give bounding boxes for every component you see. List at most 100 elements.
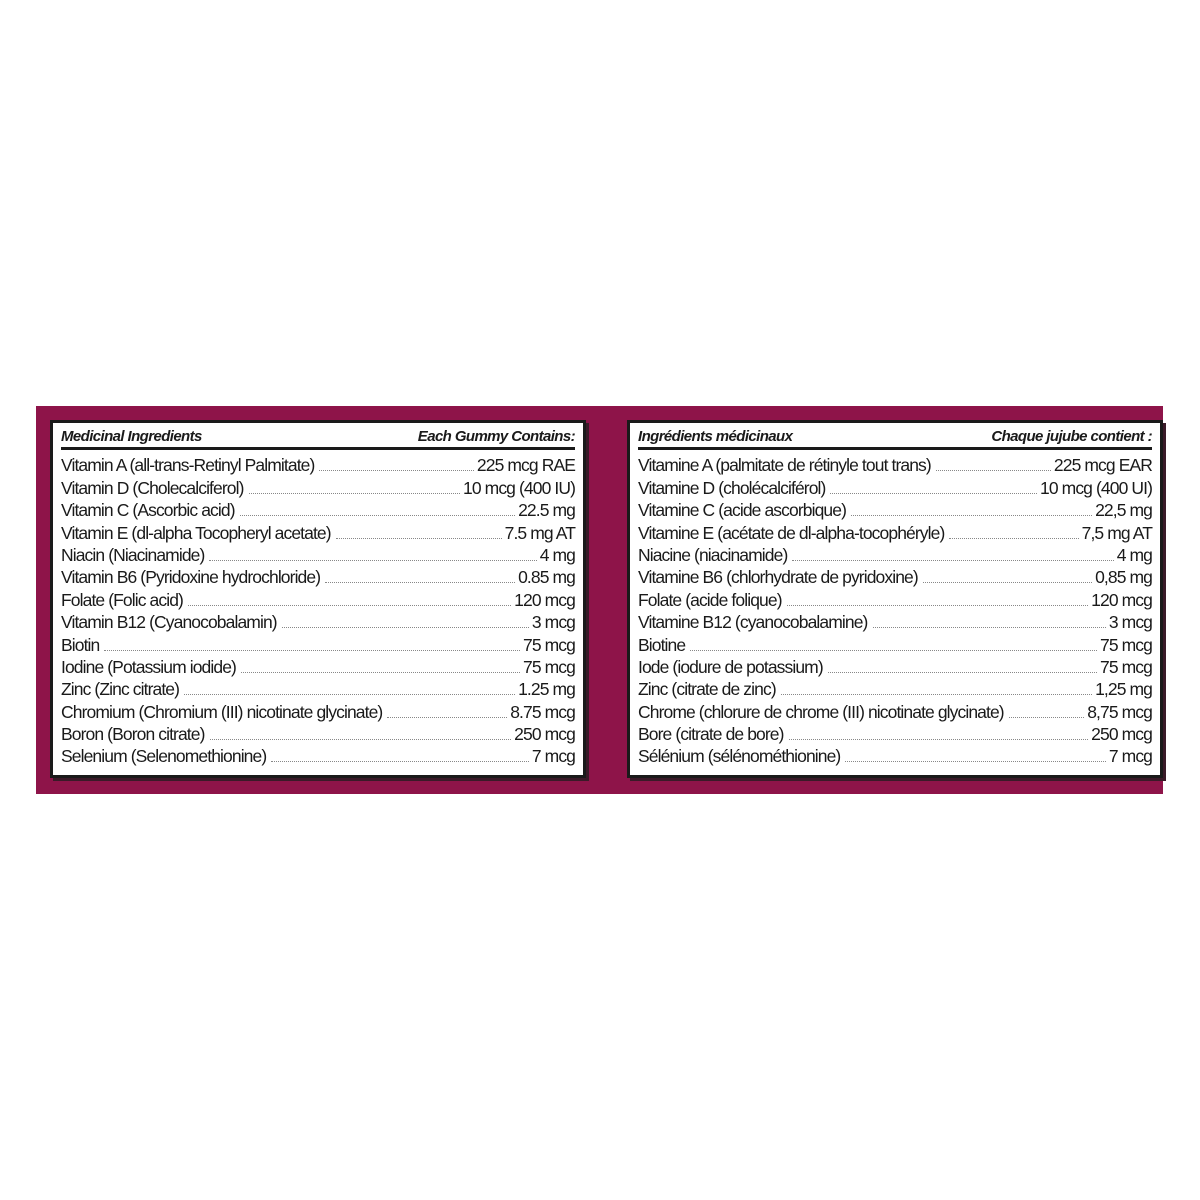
dotted-leader [1008,716,1085,718]
ingredient-amount: 250 mcg [514,724,576,745]
english-header-right: Each Gummy Contains: [417,428,576,445]
ingredient-amount: 75 mcg [523,634,576,655]
ingredient-row: Iode (iodure de potassium) 75 mcg [638,656,1153,678]
dotted-leader [248,492,461,494]
ingredient-amount: 75 mcg [1100,634,1153,655]
ingredient-amount: 225 mcg RAE [476,455,576,476]
ingredient-row: Vitamine B6 (chlorhydrate de pyridoxine)… [638,566,1153,588]
ingredient-amount: 0,85 mg [1095,567,1153,588]
ingredient-name: Iodine (Potassium iodide) [61,656,237,677]
ingredient-name: Selenium (Selenomethionine) [61,746,267,767]
ingredient-row: Niacin (Niacinamide) 4 mg [61,544,576,566]
dotted-leader [184,694,516,696]
ingredient-row: Iodine (Potassium iodide) 75 mcg [61,656,576,678]
ingredient-name: Folate (acide folique) [638,589,783,610]
ingredient-row: Selenium (Selenomethionine) 7 mcg [61,745,576,767]
dotted-leader [325,582,516,584]
ingredient-row: Vitamin D (Cholecalciferol) 10 mcg (400 I… [61,476,576,498]
ingredient-amount: 120 mcg [1091,589,1153,610]
french-ingredients-panel: Ingrédients médicinaux Chaque jujube con… [627,420,1163,778]
ingredient-amount: 10 mcg (400 IU) [463,477,576,498]
dotted-leader [239,515,516,517]
ingredient-amount: 22,5 mg [1095,500,1153,521]
ingredient-amount: 8.75 mcg [510,701,576,722]
ingredient-row: Vitamine E (acétate de dl-alpha-tocophér… [638,521,1153,543]
dotted-leader [792,559,1114,561]
ingredient-amount: 4 mg [539,544,576,565]
dotted-leader [209,739,512,741]
ingredient-name: Iode (iodure de potassium) [638,656,824,677]
dotted-leader [335,537,502,539]
ingredient-name: Vitamin B6 (Pyridoxine hydrochloride) [61,567,321,588]
ingredient-name: Boron (Boron citrate) [61,724,205,745]
ingredient-row: Vitamin A (all-trans-Retinyl Palmitate) 2… [61,454,576,476]
ingredient-amount: 22.5 mg [518,500,576,521]
dotted-leader [271,761,529,763]
dotted-leader [104,649,520,651]
dotted-leader [187,604,512,606]
ingredient-row: Niacine (niacinamide) 4 mg [638,544,1153,566]
ingredient-name: Biotine [638,634,686,655]
ingredient-name: Vitamine E (acétate de dl-alpha-tocophér… [638,522,945,543]
dotted-leader [922,582,1093,584]
ingredient-row: Vitamin E (dl-alpha Tocopheryl acetate) 7… [61,521,576,543]
dotted-leader [827,671,1097,673]
dotted-leader [935,470,1051,472]
ingredient-row: Vitamine C (acide ascorbique) 22,5 mg [638,499,1153,521]
ingredient-amount: 7,5 mg AT [1081,522,1153,543]
ingredient-amount: 8,75 mcg [1087,701,1153,722]
dotted-leader [780,694,1093,696]
dotted-leader [788,739,1089,741]
ingredient-row: Vitamin B12 (Cyanocobalamin) 3 mcg [61,611,576,633]
ingredient-name: Vitamin C (Ascorbic acid) [61,500,236,521]
dotted-leader [387,716,508,718]
ingredient-amount: 225 mcg EAR [1053,455,1153,476]
ingredient-name: Sélénium (sélénométhionine) [638,746,841,767]
ingredient-row: Sélénium (sélénométhionine) 7 mcg [638,745,1153,767]
ingredient-amount: 7 mcg [1108,746,1153,767]
dotted-leader [319,470,474,472]
english-ingredients-panel: Medicinal Ingredients Each Gummy Contain… [50,420,586,778]
dotted-leader [845,761,1106,763]
english-header-left: Medicinal Ingredients [61,428,202,445]
ingredient-row: Chromium (Chromium (III) nicotinate glyc… [61,700,576,722]
ingredient-name: Folate (Folic acid) [61,589,184,610]
ingredient-name: Vitamine D (cholécalciférol) [638,477,826,498]
ingredient-name: Chrome (chlorure de chrome (III) nicotin… [638,701,1005,722]
ingredient-row: Boron (Boron citrate) 250 mcg [61,723,576,745]
ingredient-name: Vitamine B12 (cyanocobalamine) [638,612,868,633]
ingredient-row: Zinc (citrate de zinc) 1,25 mg [638,678,1153,700]
dotted-leader [281,627,529,629]
ingredient-amount: 7 mcg [531,746,576,767]
english-header: Medicinal Ingredients Each Gummy Contain… [61,423,576,450]
ingredient-name: Biotin [61,634,100,655]
ingredient-amount: 0.85 mg [518,567,576,588]
ingredient-name: Zinc (citrate de zinc) [638,679,777,700]
ingredient-amount: 4 mg [1116,544,1153,565]
dotted-leader [690,649,1097,651]
ingredient-name: Bore (citrate de bore) [638,724,784,745]
ingredient-amount: 250 mcg [1091,724,1153,745]
ingredient-amount: 1,25 mg [1095,679,1153,700]
french-header: Ingrédients médicinaux Chaque jujube con… [638,423,1153,450]
ingredient-row: Vitamin B6 (Pyridoxine hydrochloride) 0.8… [61,566,576,588]
dotted-leader [872,627,1106,629]
ingredient-row: Vitamin C (Ascorbic acid) 22.5 mg [61,499,576,521]
french-header-left: Ingrédients médicinaux [638,428,793,445]
ingredient-row: Vitamine D (cholécalciférol) 10 mcg (400 … [638,476,1153,498]
french-header-right: Chaque jujube contient : [991,428,1152,445]
dotted-leader [209,559,537,561]
ingredient-name: Niacin (Niacinamide) [61,544,205,565]
dotted-leader [949,537,1079,539]
ingredient-row: Biotine 75 mcg [638,633,1153,655]
ingredient-name: Vitamin A (all-trans-Retinyl Palmitate) [61,455,315,476]
ingredient-name: Vitamin D (Cholecalciferol) [61,477,244,498]
ingredient-name: Vitamine C (acide ascorbique) [638,500,847,521]
ingredient-name: Niacine (niacinamide) [638,544,788,565]
ingredient-row: Biotin 75 mcg [61,633,576,655]
ingredient-amount: 75 mcg [523,656,576,677]
dotted-leader [786,604,1089,606]
ingredient-name: Vitamin E (dl-alpha Tocopheryl acetate) [61,522,332,543]
ingredient-amount: 3 mcg [1108,612,1153,633]
ingredient-amount: 3 mcg [531,612,576,633]
